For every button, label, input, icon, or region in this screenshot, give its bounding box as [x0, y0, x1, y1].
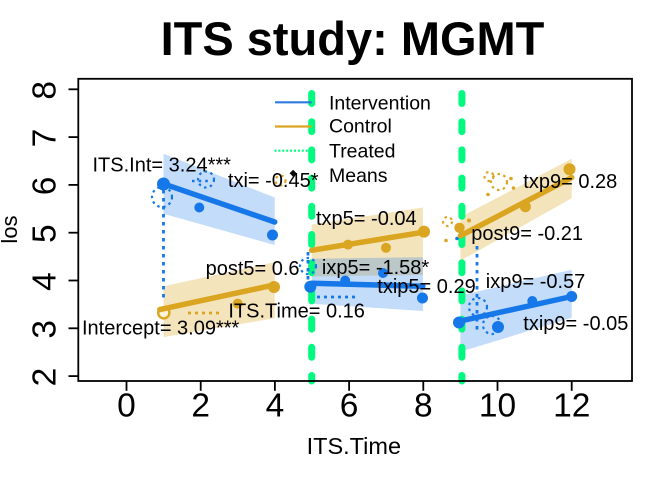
svg-text:Intercept= 3.09***: Intercept= 3.09***	[82, 318, 240, 340]
svg-text:8: 8	[414, 388, 433, 425]
svg-text:4: 4	[26, 272, 63, 291]
svg-text:4: 4	[266, 388, 285, 425]
svg-text:txip5= 0.29: txip5= 0.29	[377, 276, 475, 298]
svg-text:7: 7	[26, 129, 63, 148]
svg-text:5: 5	[26, 224, 63, 243]
svg-text:ITS.Time: ITS.Time	[307, 433, 401, 459]
svg-text:12: 12	[553, 388, 590, 425]
svg-text:txi= -0.45*: txi= -0.45*	[228, 170, 319, 192]
svg-text:ITS.Time= 0.16: ITS.Time= 0.16	[228, 301, 365, 323]
svg-text:Intervention: Intervention	[329, 93, 431, 115]
svg-text:post9= -0.21: post9= -0.21	[471, 223, 583, 245]
svg-text:ITS.Int= 3.24***: ITS.Int= 3.24***	[93, 155, 232, 177]
svg-text:ixp9= -0.57: ixp9= -0.57	[486, 271, 586, 293]
svg-text:los: los	[0, 215, 22, 243]
svg-text:ixp5= -1.58*: ixp5= -1.58*	[322, 257, 430, 279]
svg-text:txip9= -0.05: txip9= -0.05	[523, 313, 628, 335]
svg-text:8: 8	[26, 81, 63, 100]
svg-text:6: 6	[340, 388, 359, 425]
svg-text:post5= 0.6: post5= 0.6	[206, 258, 300, 280]
svg-text:10: 10	[479, 388, 516, 425]
svg-text:txp5= -0.04: txp5= -0.04	[316, 208, 417, 230]
svg-text:2: 2	[191, 388, 210, 425]
svg-text:txp9= 0.28: txp9= 0.28	[523, 171, 617, 193]
svg-text:0: 0	[117, 388, 136, 425]
svg-text:6: 6	[26, 177, 63, 196]
svg-text:Treated: Treated	[329, 141, 395, 163]
svg-text:Means: Means	[329, 165, 388, 187]
svg-text:2: 2	[26, 368, 63, 387]
svg-text:ITS study: MGMT: ITS study: MGMT	[161, 12, 545, 65]
svg-text:3: 3	[26, 320, 63, 339]
svg-text:Control: Control	[329, 116, 392, 138]
